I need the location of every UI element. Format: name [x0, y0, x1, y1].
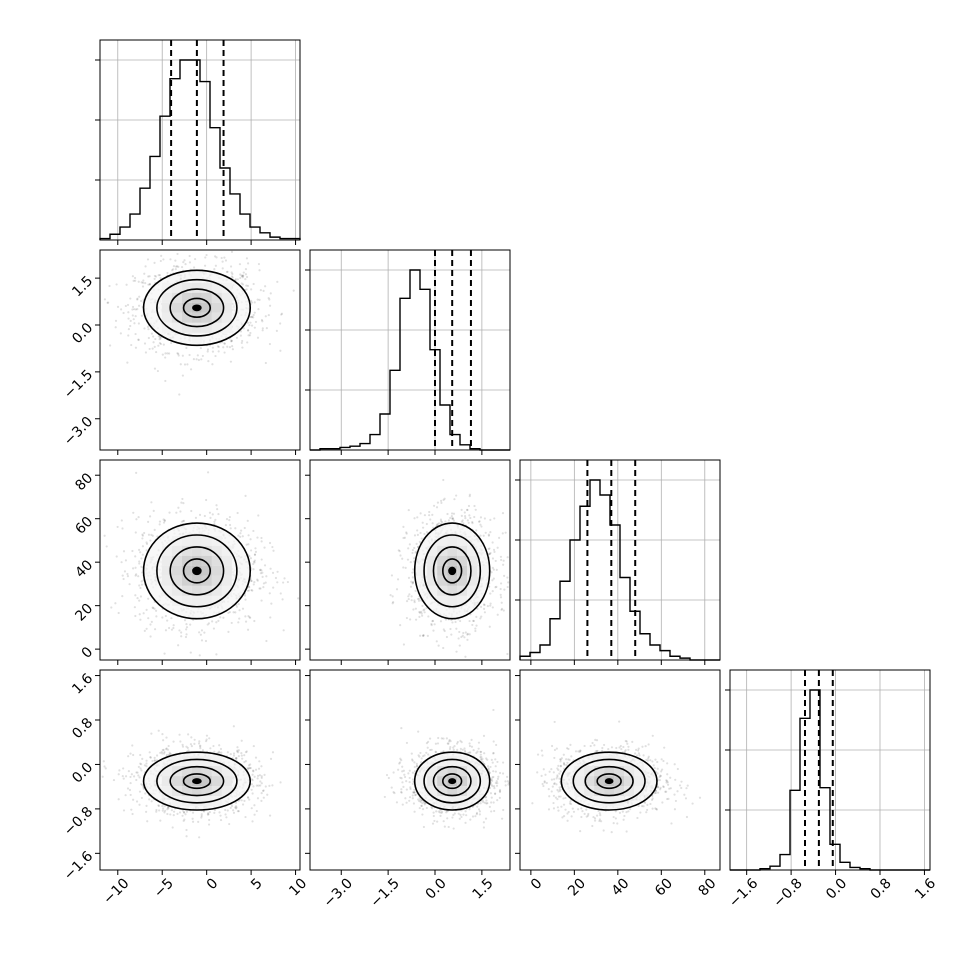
- scatter-frame-2-1: [99, 249, 301, 451]
- contour-4-3-4: [596, 773, 622, 790]
- density-peak-4-3: [604, 778, 614, 785]
- scatter-panel-4-1: [95, 669, 301, 875]
- contour-4-2-4: [442, 773, 463, 790]
- ytick-label-4-5: 1.6: [69, 670, 96, 697]
- xtick-label-1-1: −10: [100, 875, 132, 907]
- contour-4-1-3: [169, 765, 225, 797]
- histogram-step-3: [519, 479, 720, 661]
- histogram-step-1: [99, 59, 301, 240]
- contour-3-1-4: [182, 558, 212, 584]
- contour-2-1-3: [169, 288, 225, 328]
- scatter-panel-4-2: [305, 669, 511, 875]
- density-peak-3-2: [448, 566, 457, 576]
- scatter-panel-2-1: [95, 249, 301, 455]
- histogram-panel-4: [725, 669, 931, 875]
- scatter-frame-3-1: [99, 459, 301, 661]
- ytick-label-3-1: 0: [79, 644, 97, 662]
- xtick-label-4-1: −1.6: [726, 875, 761, 910]
- contour-3-1-2: [156, 534, 238, 608]
- ytick-label-3-4: 60: [72, 514, 96, 538]
- xtick-label-4-5: 1.6: [912, 875, 939, 902]
- scatter-panel-3-1: [95, 459, 301, 665]
- xtick-label-2-1: −3.0: [321, 875, 356, 910]
- histogram-panel-1: [95, 39, 301, 245]
- contour-2-1-2: [156, 278, 238, 337]
- histogram-frame-1: [99, 39, 301, 241]
- contour-3-1-3: [169, 546, 225, 596]
- contour-4-2-3: [432, 765, 472, 797]
- histogram-frame-4: [729, 669, 931, 871]
- ytick-label-4-1: −1.6: [61, 848, 96, 883]
- contour-3-2-4: [442, 558, 463, 584]
- contour-4-3-2: [572, 758, 646, 804]
- scatter-frame-4-1: [99, 669, 301, 871]
- ytick-label-2-1: −3.0: [61, 414, 96, 449]
- panels: −10 −5 0 5 10 −3.0 −1.5 0.0 1.5 0 20 40 60 80 −1.6 −0.8…: [61, 39, 939, 911]
- xtick-label-4-2: −0.8: [770, 875, 805, 910]
- xtick-label-4-3: 0.0: [823, 875, 850, 902]
- xtick-label-2-3: 0.0: [423, 875, 450, 902]
- density-peak-4-1: [192, 778, 202, 785]
- ytick-label-3-3: 40: [72, 557, 96, 581]
- xtick-label-4-4: 0.8: [868, 875, 895, 902]
- xtick-label-1-5: 10: [286, 875, 310, 899]
- xtick-label-3-3: 40: [609, 875, 633, 899]
- density-peak-4-2: [448, 778, 457, 785]
- ytick-label-2-2: −1.5: [61, 367, 96, 402]
- scatter-frame-4-3: [519, 669, 721, 871]
- histogram-step-4: [730, 689, 930, 871]
- scatter-panel-4-3: [515, 669, 721, 875]
- ytick-label-3-2: 20: [72, 601, 96, 625]
- histogram-panel-3: [515, 459, 721, 665]
- contour-4-3-3: [584, 765, 634, 797]
- density-peak-2-1: [192, 304, 202, 312]
- density-peak-3-1: [192, 566, 202, 576]
- xtick-label-3-4: 60: [652, 875, 676, 899]
- scatter-frame-4-2: [309, 669, 511, 871]
- histogram-frame-2: [309, 249, 511, 451]
- xtick-label-1-3: 0: [204, 875, 222, 893]
- ytick-label-4-4: 0.8: [69, 715, 96, 742]
- xtick-label-2-2: −1.5: [367, 875, 402, 910]
- ytick-label-2-4: 1.5: [69, 273, 96, 300]
- xtick-label-3-2: 20: [565, 875, 589, 899]
- contour-4-1-4: [182, 773, 212, 790]
- xtick-label-2-4: 1.5: [470, 875, 497, 902]
- xtick-label-3-5: 80: [696, 875, 720, 899]
- ytick-label-4-2: −0.8: [61, 804, 96, 839]
- ytick-label-3-5: 80: [72, 470, 96, 494]
- scatter-frame-3-2: [309, 459, 511, 661]
- contour-3-2-2: [423, 534, 482, 608]
- xtick-label-3-1: 0: [528, 875, 546, 893]
- ytick-label-2-3: 0.0: [69, 320, 96, 347]
- histogram-frame-3: [519, 459, 721, 661]
- contour-2-1-4: [182, 297, 212, 318]
- contour-3-2-3: [432, 546, 472, 596]
- contour-4-2-2: [423, 758, 482, 804]
- xtick-label-1-4: 5: [248, 875, 266, 893]
- ytick-label-4-3: 0.0: [69, 759, 96, 786]
- scatter-panel-3-2: [305, 459, 511, 665]
- histogram-panel-2: [305, 249, 511, 455]
- contour-4-1-2: [156, 758, 238, 804]
- xtick-label-1-2: −5: [151, 875, 177, 901]
- histogram-step-2: [310, 269, 510, 451]
